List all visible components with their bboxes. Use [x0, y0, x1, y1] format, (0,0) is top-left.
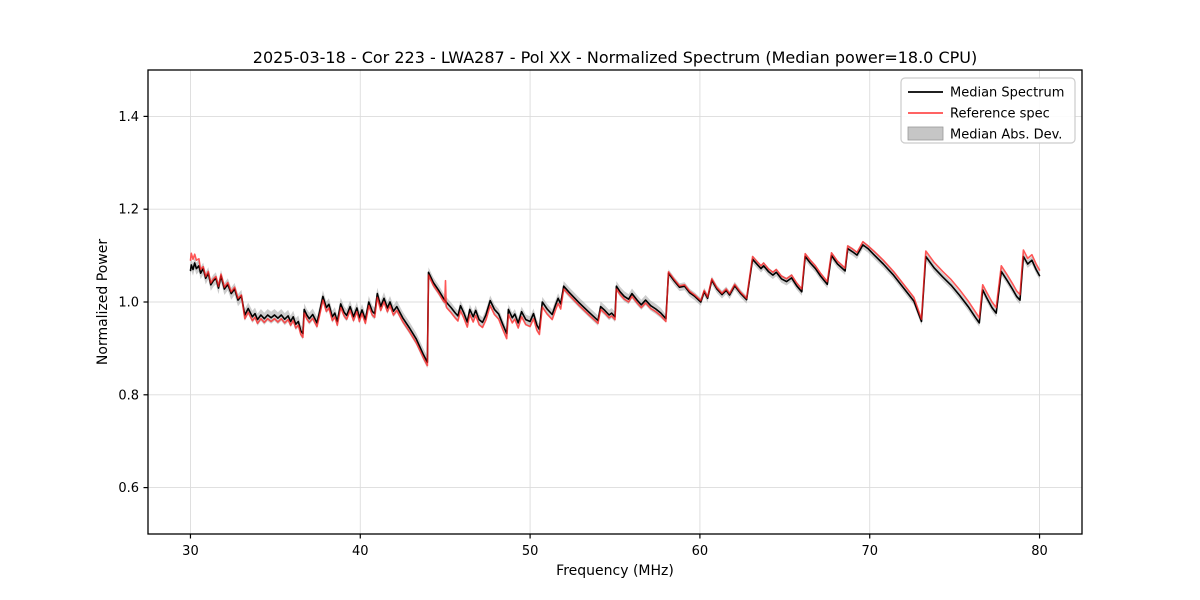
legend: Median Spectrum Reference spec Median Ab…: [900, 77, 1076, 144]
y-tick-label: 1.4: [118, 110, 139, 125]
x-tick-label: 40: [352, 544, 369, 559]
y-tick-label: 0.8: [118, 388, 139, 403]
x-tick-label: 70: [861, 544, 878, 559]
y-axis-label: Normalized Power: [95, 239, 111, 365]
x-tick-label: 50: [522, 544, 539, 559]
median-spectrum-line: [189, 244, 1041, 364]
legend-item-median-abs-dev: Median Abs. Dev.: [907, 126, 1062, 143]
reference-spec-line: [189, 240, 1041, 367]
x-tick-label: 80: [1031, 544, 1048, 559]
x-axis-label: Frequency (MHz): [556, 563, 674, 579]
y-tick-label: 1.0: [118, 296, 139, 311]
legend-label: Median Abs. Dev.: [950, 128, 1062, 143]
legend-item-median-spectrum: Median Spectrum: [908, 86, 1064, 101]
legend-item-reference-spec: Reference spec: [908, 107, 1050, 122]
ticks: 30 40 50 60 70 80 0.6 0.8 1.0 1.2 1.4: [118, 110, 1048, 559]
legend-box: [900, 77, 1076, 144]
plot-area: [147, 69, 1083, 535]
legend-patch-sample-gray: [907, 126, 944, 141]
legend-label: Median Spectrum: [950, 86, 1064, 101]
x-tick-label: 60: [692, 544, 709, 559]
series: [189, 240, 1041, 369]
y-tick-label: 0.6: [118, 481, 139, 496]
x-tick-label: 30: [182, 544, 199, 559]
legend-label: Reference spec: [950, 107, 1050, 122]
y-tick-label: 1.2: [118, 203, 139, 218]
chart-title: 2025-03-18 - Cor 223 - LWA287 - Pol XX -…: [253, 48, 977, 67]
